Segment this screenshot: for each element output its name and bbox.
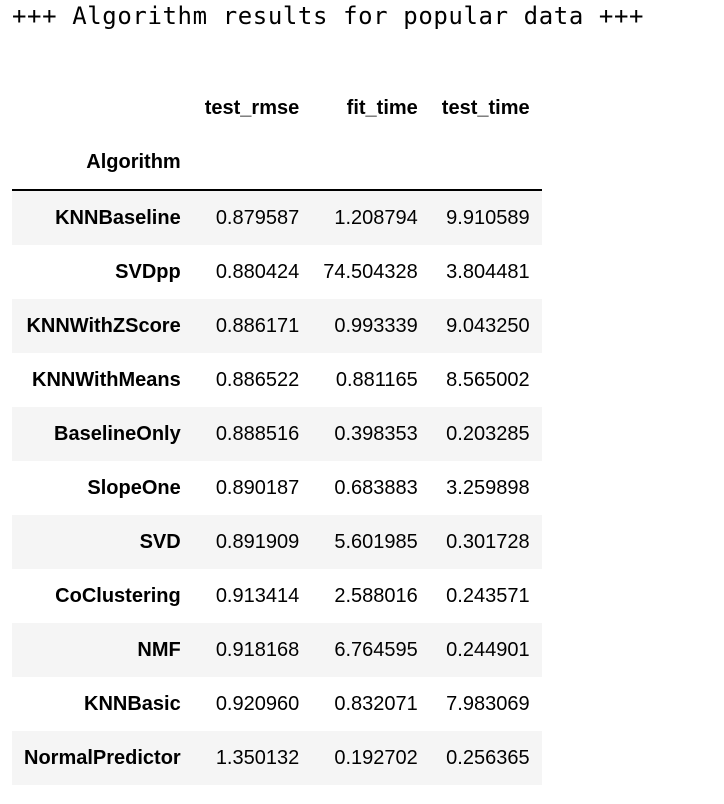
- table-row: CoClustering 0.913414 2.588016 0.243571: [12, 569, 542, 623]
- test-rmse-value: 0.886522: [215, 368, 300, 391]
- column-header-test-rmse: test_rmse: [204, 96, 300, 119]
- test-time-value: 7.983069: [446, 692, 530, 715]
- test-rmse-value: 0.890187: [215, 476, 300, 499]
- results-table: test_rmse fit_time test_time Algorithm K…: [12, 81, 542, 785]
- algorithm-name: SVD: [139, 530, 181, 553]
- blank-header-cell: [192, 135, 312, 191]
- test-rmse-value: 0.886171: [215, 314, 300, 337]
- test-time-value: 9.910589: [446, 206, 530, 229]
- test-time-value: 0.244901: [446, 638, 530, 661]
- test-rmse-value: 0.891909: [215, 530, 300, 553]
- test-time-value: 0.256365: [446, 746, 530, 769]
- fit-time-value: 0.832071: [334, 692, 418, 715]
- test-time-value: 0.243571: [446, 584, 530, 607]
- test-rmse-value: 0.913414: [215, 584, 300, 607]
- table-row: SlopeOne 0.890187 0.683883 3.259898: [12, 461, 542, 515]
- fit-time-value: 74.504328: [323, 260, 418, 283]
- algorithm-name: KNNBaseline: [55, 206, 181, 229]
- column-header-fit-time: fit_time: [346, 96, 418, 119]
- blank-header-cell: [311, 135, 430, 191]
- fit-time-value: 0.993339: [334, 314, 418, 337]
- fit-time-value: 1.208794: [334, 206, 418, 229]
- column-header-test-time: test_time: [441, 96, 530, 119]
- blank-header-cell: [12, 81, 193, 135]
- test-time-value: 9.043250: [446, 314, 530, 337]
- index-name-header: Algorithm: [12, 135, 193, 191]
- algorithm-name: CoClustering: [55, 584, 181, 607]
- fit-time-value: 2.588016: [334, 584, 418, 607]
- algorithm-name: BaselineOnly: [54, 422, 181, 445]
- index-name-row: Algorithm: [12, 135, 542, 191]
- table-row: NMF 0.918168 6.764595 0.244901: [12, 623, 542, 677]
- fit-time-value: 0.881165: [335, 368, 418, 391]
- test-time-value: 3.259898: [446, 476, 530, 499]
- table-header: test_rmse fit_time test_time Algorithm: [12, 81, 542, 191]
- table-row: KNNWithMeans 0.886522 0.881165 8.565002: [12, 353, 542, 407]
- test-time-value: 3.804481: [446, 260, 530, 283]
- column-header-row: test_rmse fit_time test_time: [12, 81, 542, 135]
- algorithm-name: KNNBasic: [84, 692, 181, 715]
- table-row: NormalPredictor 1.350132 0.192702 0.2563…: [12, 731, 542, 785]
- test-rmse-value: 0.918168: [215, 638, 300, 661]
- test-rmse-value: 0.879587: [215, 206, 300, 229]
- table-row: BaselineOnly 0.888516 0.398353 0.203285: [12, 407, 542, 461]
- algorithm-name: KNNWithMeans: [32, 368, 181, 391]
- algorithm-name: SVDpp: [115, 260, 181, 283]
- fit-time-value: 5.601985: [334, 530, 418, 553]
- fit-time-value: 0.192702: [334, 746, 418, 769]
- table-row: KNNBasic 0.920960 0.832071 7.983069: [12, 677, 542, 731]
- test-time-value: 0.203285: [446, 422, 530, 445]
- table-body: KNNBaseline 0.879587 1.208794 9.910589 S…: [12, 190, 542, 785]
- algorithm-name: KNNWithZScore: [26, 314, 181, 337]
- output-heading: +++ Algorithm results for popular data +…: [12, 2, 645, 30]
- algorithm-name: SlopeOne: [87, 476, 181, 499]
- fit-time-value: 0.398353: [334, 422, 418, 445]
- test-time-value: 8.565002: [446, 368, 530, 391]
- test-rmse-value: 1.350132: [215, 746, 300, 769]
- fit-time-value: 0.683883: [334, 476, 418, 499]
- test-time-value: 0.301728: [446, 530, 530, 553]
- test-rmse-value: 0.888516: [215, 422, 300, 445]
- table-row: SVD 0.891909 5.601985 0.301728: [12, 515, 542, 569]
- table-row: SVDpp 0.880424 74.504328 3.804481: [12, 245, 542, 299]
- fit-time-value: 6.764595: [334, 638, 418, 661]
- test-rmse-value: 0.920960: [215, 692, 300, 715]
- table-row: KNNBaseline 0.879587 1.208794 9.910589: [12, 190, 542, 245]
- algorithm-name: NormalPredictor: [24, 746, 181, 769]
- algorithm-name: NMF: [137, 638, 181, 661]
- test-rmse-value: 0.880424: [215, 260, 300, 283]
- table-row: KNNWithZScore 0.886171 0.993339 9.043250: [12, 299, 542, 353]
- blank-header-cell: [429, 135, 542, 191]
